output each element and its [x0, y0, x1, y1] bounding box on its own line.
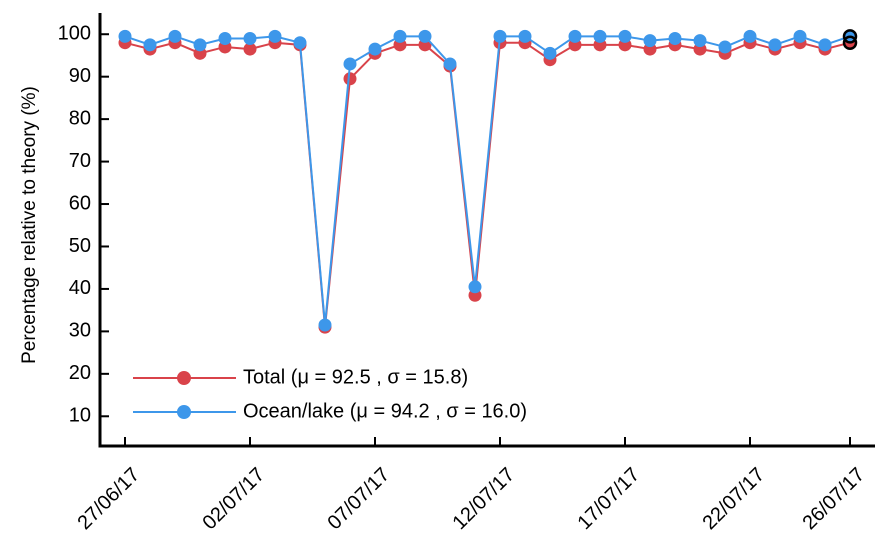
legend: Total (μ = 92.5 , σ = 15.8) Ocean/lake (μ…: [133, 366, 527, 422]
series-total: [118, 36, 857, 334]
data-point: [143, 38, 157, 52]
data-point: [368, 42, 382, 56]
last-point-marker: [842, 35, 858, 50]
tick-labels: 10 20 30 40 50 60 70 80 90 100 27/06/17 02/07/17 07/…: [58, 23, 870, 534]
data-point: [793, 29, 807, 43]
legend-swatch-marker: [177, 405, 191, 419]
x-tick-label: 07/07/17: [324, 464, 395, 534]
axes: [98, 13, 875, 448]
data-point: [343, 57, 357, 71]
data-point: [243, 42, 257, 56]
legend-swatch-marker: [177, 371, 191, 385]
x-tick-label: 27/06/17: [74, 464, 145, 534]
data-point: [293, 36, 307, 50]
data-point: [618, 29, 632, 43]
data-point: [193, 38, 207, 52]
y-tick-label: 100: [58, 23, 91, 45]
last-point-marker: [842, 29, 858, 44]
y-tick-label: 90: [69, 65, 91, 87]
data-series: [118, 29, 858, 334]
data-point: [443, 57, 457, 71]
data-point: [643, 34, 657, 48]
y-tick-label: 30: [69, 320, 91, 342]
data-point: [593, 29, 607, 43]
x-tick-label: 12/07/17: [449, 464, 520, 534]
data-point: [118, 29, 132, 43]
data-point: [268, 29, 282, 43]
series-line: [124, 41, 851, 328]
x-tick-label: 17/07/17: [574, 464, 645, 534]
data-point: [668, 31, 682, 45]
data-point: [493, 29, 507, 43]
y-tick-label: 80: [69, 107, 91, 129]
series-ocean-lake: [118, 29, 857, 332]
data-point: [568, 29, 582, 43]
y-axis-label: Percentage relative to theory (%): [19, 86, 40, 364]
y-tick-label: 70: [69, 150, 91, 172]
data-point: [543, 46, 557, 60]
y-tick-label: 60: [69, 192, 91, 214]
x-tick-label: 26/07/17: [799, 464, 870, 534]
data-point: [318, 318, 332, 332]
x-tick-label: 02/07/17: [199, 464, 270, 534]
data-point: [768, 38, 782, 52]
y-tick-label: 50: [69, 235, 91, 257]
data-point: [168, 29, 182, 43]
data-point: [743, 29, 757, 43]
data-point: [468, 280, 482, 294]
data-point: [518, 29, 532, 43]
legend-label: Ocean/lake (μ = 94.2 , σ = 16.0): [243, 400, 527, 422]
data-point: [243, 31, 257, 45]
data-point: [418, 29, 432, 43]
data-point: [818, 38, 832, 52]
data-point: [693, 34, 707, 48]
series-line: [124, 35, 851, 326]
y-tick-label: 40: [69, 277, 91, 299]
x-tick-label: 22/07/17: [699, 464, 770, 534]
legend-label: Total (μ = 92.5 , σ = 15.8): [243, 366, 468, 388]
data-point: [393, 29, 407, 43]
data-point: [343, 72, 357, 86]
y-tick-label: 20: [69, 362, 91, 384]
y-tick-label: 10: [69, 405, 91, 427]
data-point: [218, 31, 232, 45]
data-point: [718, 40, 732, 54]
